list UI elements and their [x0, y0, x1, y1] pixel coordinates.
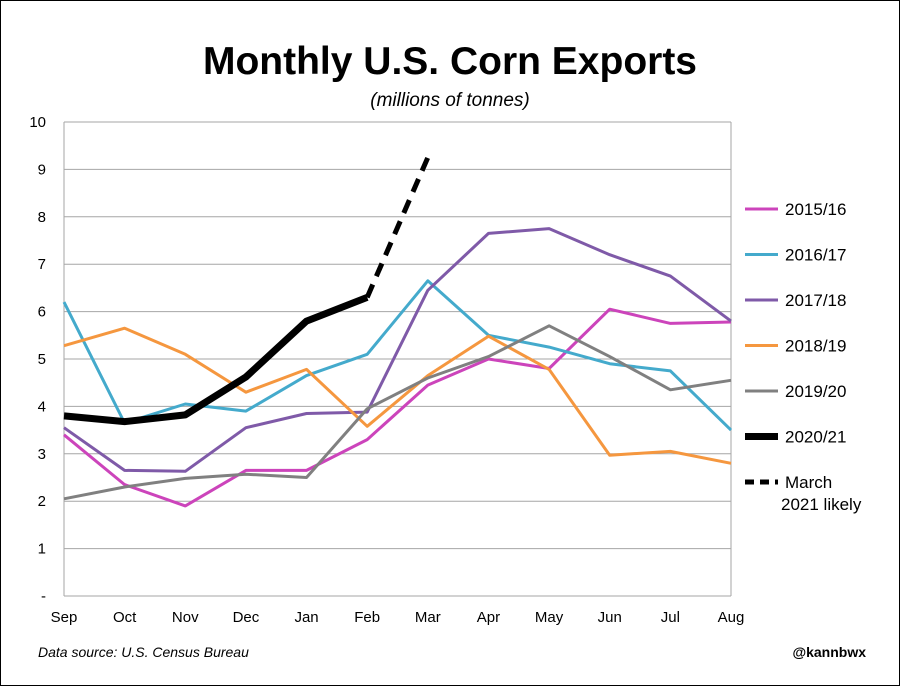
x-tick-label: Jul: [661, 609, 680, 626]
x-tick-label: Jun: [598, 609, 622, 626]
y-tick-label: 9: [38, 161, 46, 178]
x-tick-label: Nov: [172, 609, 199, 626]
legend-label: 2015/16: [785, 200, 846, 219]
x-tick-label: Mar: [415, 609, 441, 626]
series-line-2017-18: [63, 227, 732, 473]
legend-label: 2019/20: [785, 382, 846, 401]
legend-label: March: [785, 473, 832, 492]
y-tick-label: 6: [38, 304, 46, 321]
legend-label: 2016/17: [785, 246, 846, 265]
chart-title: Monthly U.S. Corn Exports: [202, 40, 697, 83]
series-line-2015-16: [63, 307, 732, 508]
series-line-2018-19: [63, 326, 732, 465]
data-source-note: Data source: U.S. Census Bureau: [38, 644, 249, 660]
series-line-2020-21: [63, 294, 369, 426]
y-tick-label: 2: [38, 493, 46, 510]
x-tick-label: Feb: [354, 609, 380, 626]
y-tick-label: 4: [38, 398, 46, 415]
legend-label: 2018/19: [785, 337, 846, 356]
x-tick-label: Jan: [294, 609, 318, 626]
x-tick-label: Apr: [477, 609, 500, 626]
author-handle: @kannbwx: [792, 644, 866, 660]
series-line-march-2021-likely: [364, 156, 431, 299]
legend-label: 2017/18: [785, 291, 846, 310]
series-line-2016-17: [62, 279, 733, 432]
legend-label: 2021 likely: [781, 495, 862, 514]
y-tick-label: 3: [38, 446, 46, 463]
chart-subtitle: (millions of tonnes): [370, 90, 530, 111]
series-line-2019-20: [63, 324, 732, 501]
x-tick-label: Aug: [718, 609, 745, 626]
y-tick-label: 10: [29, 114, 46, 131]
y-tick-label: 1: [38, 541, 46, 558]
y-tick-label: -: [41, 588, 46, 605]
x-tick-label: Oct: [113, 609, 137, 626]
y-tick-label: 7: [38, 256, 46, 273]
x-tick-label: May: [535, 609, 564, 626]
y-tick-label: 5: [38, 351, 46, 368]
legend-label: 2020/21: [785, 428, 846, 447]
y-tick-label: 8: [38, 209, 46, 226]
x-tick-label: Dec: [233, 609, 260, 626]
x-tick-label: Sep: [51, 609, 78, 626]
